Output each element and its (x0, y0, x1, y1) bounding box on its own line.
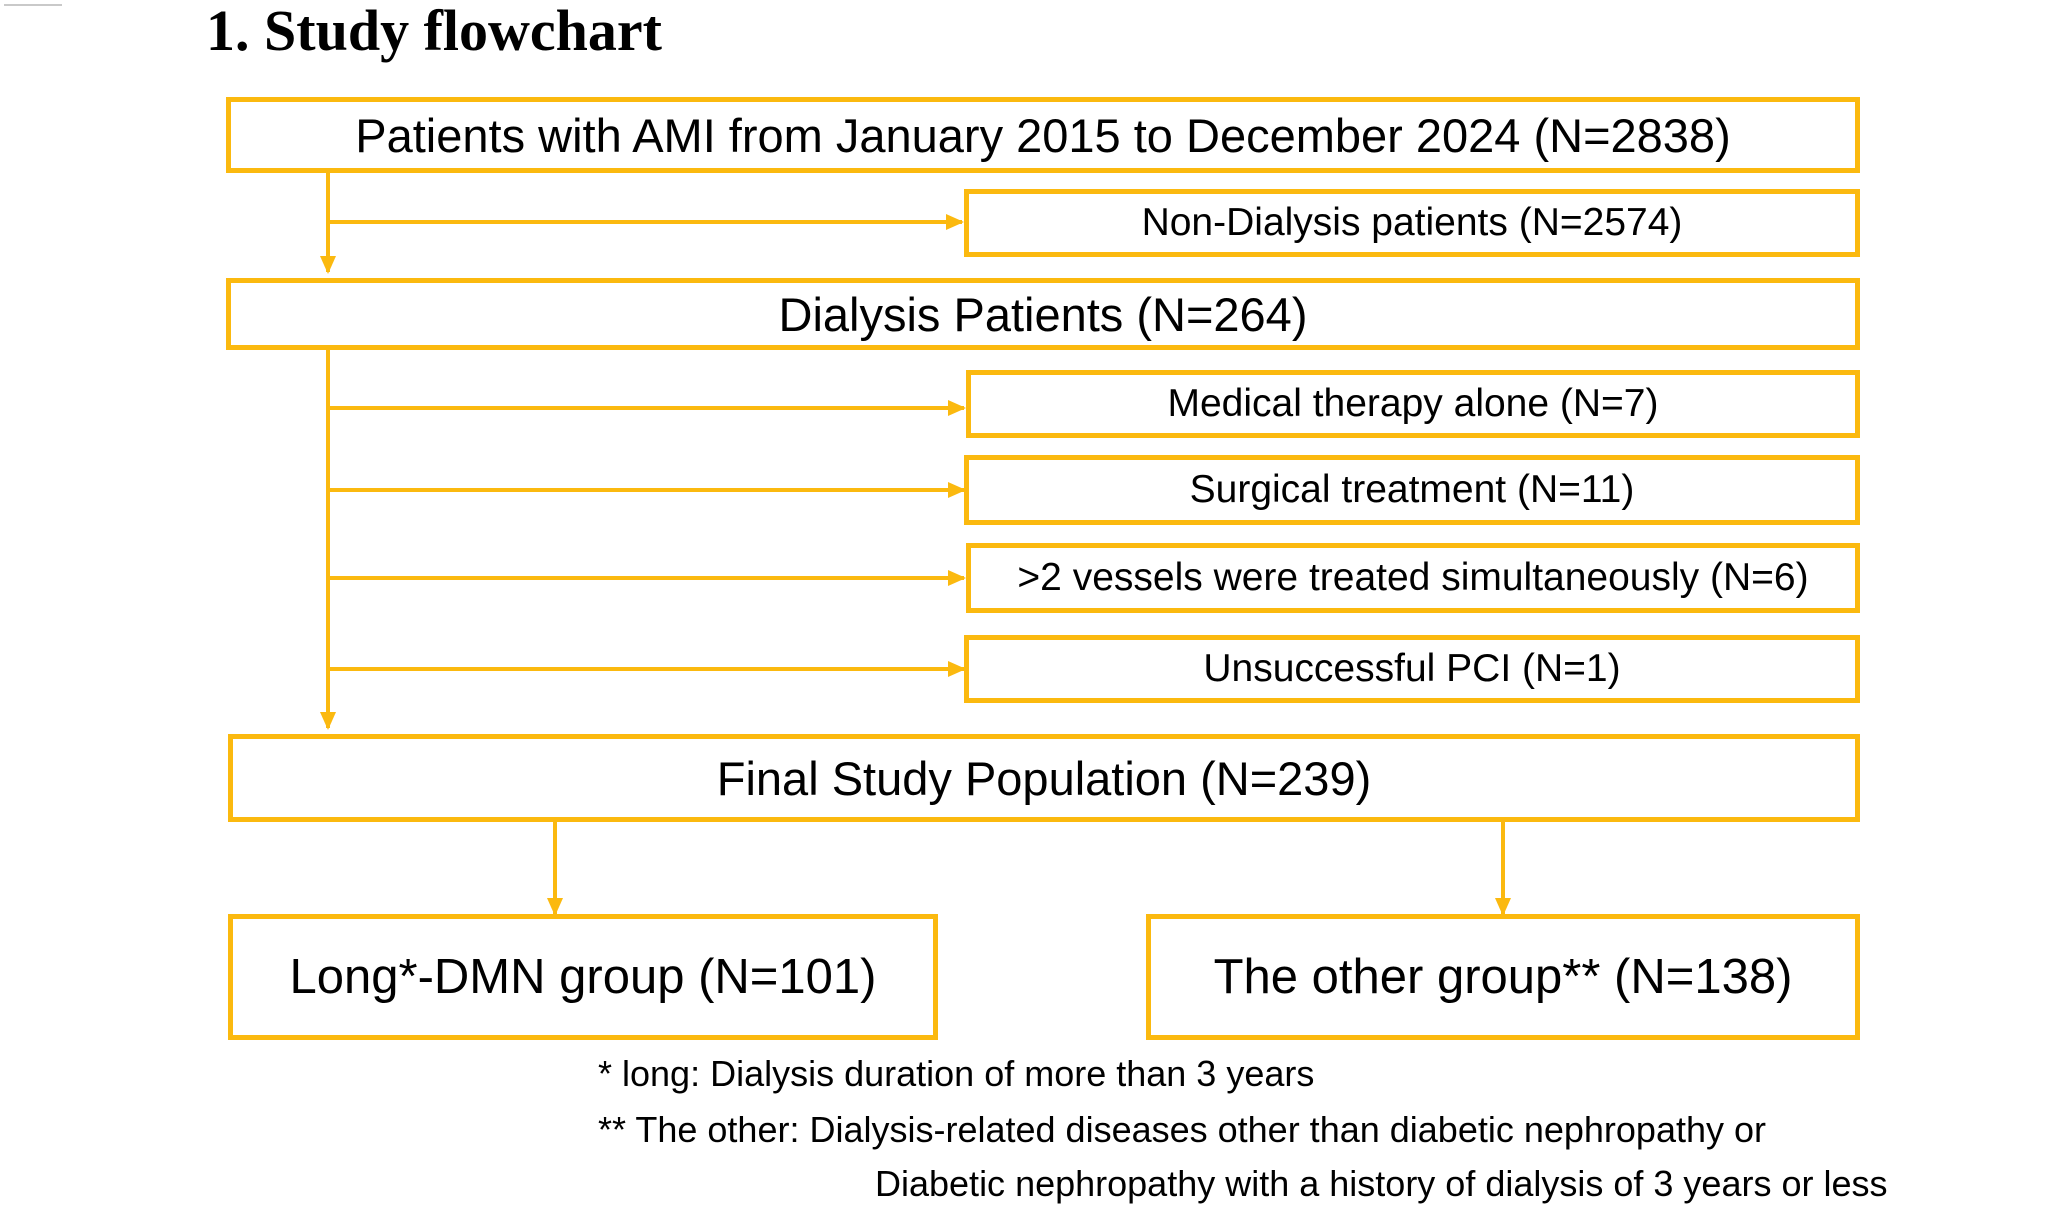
box-all-patients-label: Patients with AMI from January 2015 to D… (355, 108, 1731, 162)
box-dialysis-label: Dialysis Patients (N=264) (778, 287, 1308, 341)
box-unsuccessful-pci: Unsuccessful PCI (N=1) (964, 635, 1860, 703)
box-non-dialysis-label: Non-Dialysis patients (N=2574) (1141, 201, 1683, 244)
box-medical-therapy-label: Medical therapy alone (N=7) (1167, 382, 1659, 425)
box-vessels-label: >2 vessels were treated simultaneously (… (1017, 556, 1809, 599)
box-final-population-label: Final Study Population (N=239) (716, 751, 1372, 805)
box-vessels: >2 vessels were treated simultaneously (… (966, 543, 1860, 613)
footnote-long: * long: Dialysis duration of more than 3… (598, 1053, 1315, 1094)
box-unsuccessful-pci-label: Unsuccessful PCI (N=1) (1203, 647, 1621, 690)
corner-mark (4, 4, 62, 6)
box-medical-therapy: Medical therapy alone (N=7) (966, 370, 1860, 438)
box-all-patients: Patients with AMI from January 2015 to D… (226, 97, 1860, 173)
box-surgical-treatment-label: Surgical treatment (N=11) (1189, 468, 1635, 511)
box-long-dmn-group-label: Long*-DMN group (N=101) (289, 950, 877, 1004)
box-long-dmn-group: Long*-DMN group (N=101) (228, 914, 938, 1040)
box-non-dialysis: Non-Dialysis patients (N=2574) (964, 189, 1860, 257)
box-surgical-treatment: Surgical treatment (N=11) (964, 455, 1860, 525)
page-title: 1. Study flowchart (206, 0, 662, 63)
footnote-other-line2: Diabetic nephropathy with a history of d… (875, 1163, 1888, 1204)
box-other-group: The other group** (N=138) (1146, 914, 1860, 1040)
box-final-population: Final Study Population (N=239) (228, 734, 1860, 822)
box-other-group-label: The other group** (N=138) (1213, 950, 1793, 1004)
box-dialysis: Dialysis Patients (N=264) (226, 278, 1860, 350)
footnote-other-line1: ** The other: Dialysis-related diseases … (598, 1109, 1767, 1150)
